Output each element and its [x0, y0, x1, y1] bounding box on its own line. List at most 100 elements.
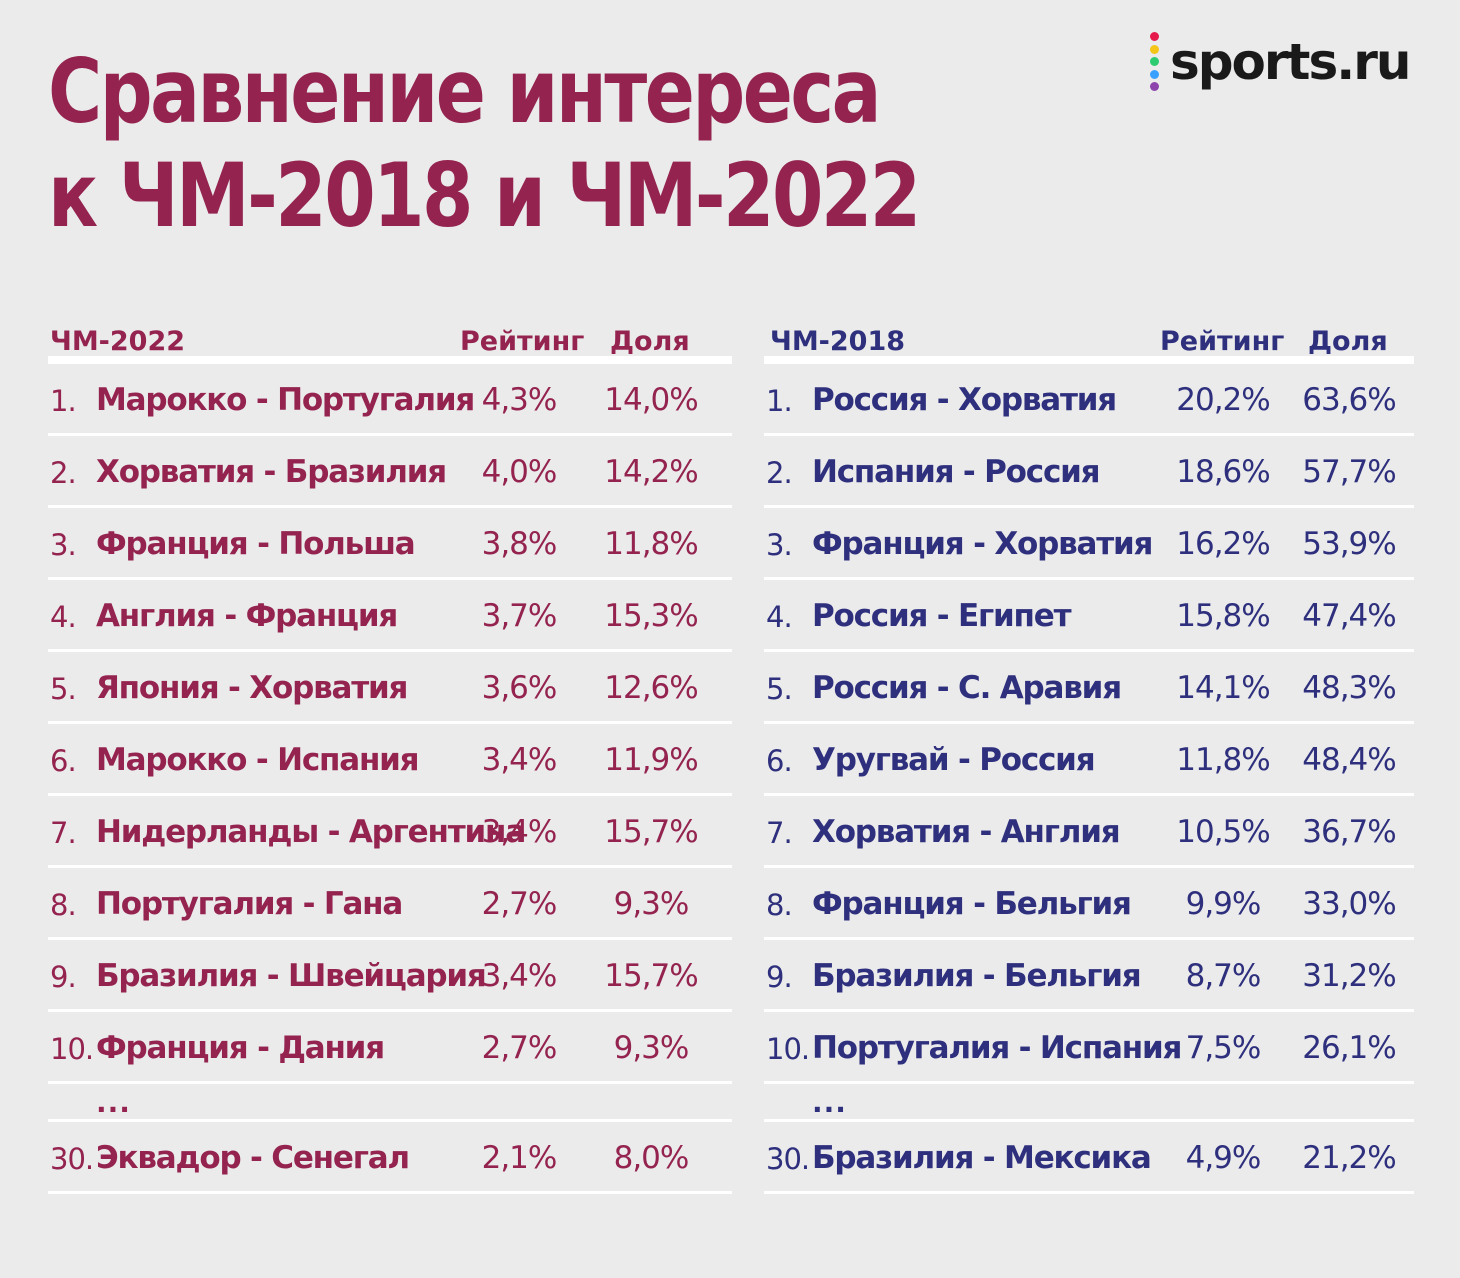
row-match: Бразилия - Бельгия [812, 958, 1142, 994]
ellipsis-row: ... [764, 1084, 1414, 1122]
row-share: 15,7% [604, 814, 698, 850]
logo-dot [1150, 44, 1159, 54]
row-rank: 30. [50, 1142, 94, 1176]
ellipsis-row: ... [48, 1084, 732, 1122]
row-share: 48,4% [1302, 742, 1396, 778]
row-rank: 10. [50, 1032, 94, 1066]
table-row: 1. Россия - Хорватия 20,2% 63,6% [764, 364, 1414, 436]
page-title: Сравнение интереса к ЧМ-2018 и ЧМ-2022 [48, 40, 938, 248]
row-share: 8,0% [613, 1140, 690, 1176]
column-header-share: Доля [610, 326, 690, 357]
row-match: Марокко - Португалия [96, 382, 475, 418]
row-match: Эквадор - Сенегал [96, 1140, 410, 1176]
logo-dot [1150, 32, 1159, 41]
row-rank: 5. [766, 672, 793, 706]
table-title: ЧМ-2022 [50, 326, 186, 357]
row-match: Франция - Дания [96, 1030, 385, 1066]
logo-dot [1150, 57, 1159, 66]
row-match: Испания - Россия [812, 454, 1101, 490]
row-share: 57,7% [1302, 454, 1396, 490]
row-rank: 9. [50, 960, 77, 994]
table-title: ЧМ-2018 [770, 326, 906, 357]
row-share: 15,3% [604, 598, 698, 634]
row-share: 31,2% [1302, 958, 1396, 994]
row-rank: 8. [50, 888, 77, 922]
row-match: Франция - Бельгия [812, 886, 1132, 922]
row-rank: 4. [50, 600, 77, 634]
row-share: 63,6% [1302, 382, 1396, 418]
row-match: Нидерланды - Аргентина [96, 814, 526, 850]
table-row: 10. Португалия - Испания 7,5% 26,1% [764, 1012, 1414, 1084]
row-match: Франция - Хорватия [812, 526, 1153, 562]
row-rank: 7. [766, 816, 793, 850]
row-match: Бразилия - Швейцария [96, 958, 487, 994]
ellipsis: ... [812, 1086, 847, 1119]
table-row: 4. Англия - Франция 3,7% 15,3% [48, 580, 732, 652]
row-rating: 3,8% [481, 526, 558, 562]
column-header-rating: Рейтинг [1160, 326, 1285, 357]
row-rank: 10. [766, 1032, 810, 1066]
row-share: 14,2% [604, 454, 698, 490]
table-header: ЧМ-2018 Рейтинг Доля [764, 324, 1414, 364]
row-match: Португалия - Испания [812, 1030, 1182, 1066]
row-rating: 4,3% [481, 382, 558, 418]
row-rating: 16,2% [1176, 526, 1270, 562]
table-row: 9. Бразилия - Швейцария 3,4% 15,7% [48, 940, 732, 1012]
row-share: 21,2% [1302, 1140, 1396, 1176]
row-rating: 14,1% [1176, 670, 1270, 706]
row-rating: 10,5% [1176, 814, 1270, 850]
table-row: 8. Франция - Бельгия 9,9% 33,0% [764, 868, 1414, 940]
row-match: Англия - Франция [96, 598, 398, 634]
row-match: Россия - Египет [812, 598, 1072, 634]
row-rank: 3. [766, 528, 793, 562]
title-line-1: Сравнение интереса [48, 40, 882, 143]
row-rank: 5. [50, 672, 77, 706]
row-rating: 8,7% [1185, 958, 1262, 994]
logo-dot [1150, 82, 1159, 91]
row-share: 48,3% [1302, 670, 1396, 706]
table-row: 3. Франция - Хорватия 16,2% 53,9% [764, 508, 1414, 580]
table-row: 2. Хорватия - Бразилия 4,0% 14,2% [48, 436, 732, 508]
row-rank: 3. [50, 528, 77, 562]
ellipsis: ... [96, 1086, 131, 1119]
row-rating: 4,9% [1185, 1140, 1262, 1176]
table-header: ЧМ-2022 Рейтинг Доля [48, 324, 732, 364]
row-rank: 9. [766, 960, 793, 994]
row-match: Португалия - Гана [96, 886, 403, 922]
row-rating: 2,7% [481, 1030, 558, 1066]
row-rating: 18,6% [1176, 454, 1270, 490]
table-row: 5. Россия - С. Аравия 14,1% 48,3% [764, 652, 1414, 724]
row-rank: 2. [766, 456, 793, 490]
row-share: 26,1% [1302, 1030, 1396, 1066]
row-rank: 1. [50, 384, 77, 418]
row-rating: 3,4% [481, 814, 558, 850]
table-wc2022: ЧМ-2022 Рейтинг Доля 1. Марокко - Португалия… [48, 324, 732, 1194]
table-row: 8. Португалия - Гана 2,7% 9,3% [48, 868, 732, 940]
logo-dot [1150, 69, 1159, 79]
row-share: 14,0% [604, 382, 698, 418]
row-share: 9,3% [613, 1030, 690, 1066]
row-share: 15,7% [604, 958, 698, 994]
table-row: 1. Марокко - Португалия 4,3% 14,0% [48, 364, 732, 436]
row-match: Уругвай - Россия [812, 742, 1096, 778]
row-match: Франция - Польша [96, 526, 416, 562]
row-rating: 20,2% [1176, 382, 1270, 418]
row-match: Бразилия - Мексика [812, 1140, 1152, 1176]
row-share: 12,6% [604, 670, 698, 706]
row-rank: 8. [766, 888, 793, 922]
row-rating: 4,0% [481, 454, 558, 490]
table-row: 30. Эквадор - Сенегал 2,1% 8,0% [48, 1122, 732, 1194]
column-header-share: Доля [1308, 326, 1388, 357]
row-share: 33,0% [1302, 886, 1396, 922]
logo-text: sports.ru [1170, 33, 1411, 91]
row-rank: 4. [766, 600, 793, 634]
row-rank: 2. [50, 456, 77, 490]
column-header-rating: Рейтинг [460, 326, 585, 357]
row-rating: 2,7% [481, 886, 558, 922]
row-match: Россия - С. Аравия [812, 670, 1122, 706]
table-row: 7. Хорватия - Англия 10,5% 36,7% [764, 796, 1414, 868]
table-row: 5. Япония - Хорватия 3,6% 12,6% [48, 652, 732, 724]
row-rating: 3,7% [481, 598, 558, 634]
table-row: 3. Франция - Польша 3,8% 11,8% [48, 508, 732, 580]
row-rating: 3,6% [481, 670, 558, 706]
